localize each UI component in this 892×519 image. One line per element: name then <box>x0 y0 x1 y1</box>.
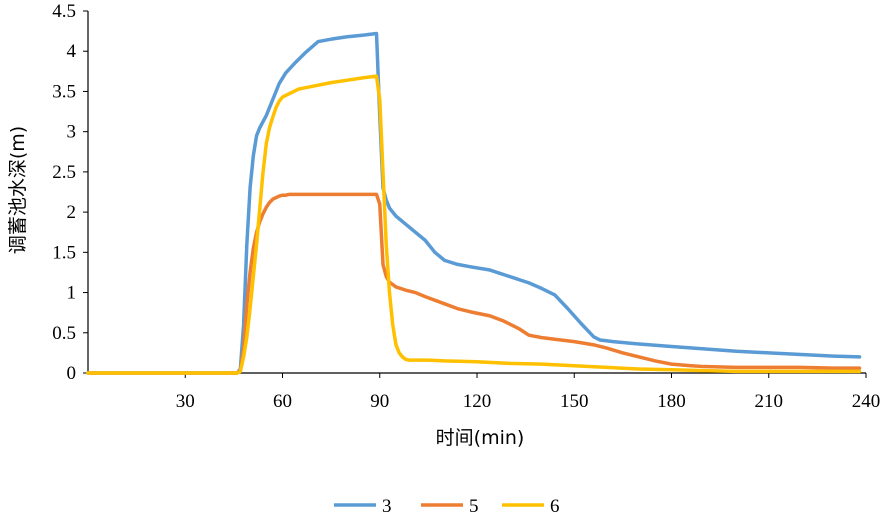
y-tick-label: 1.5 <box>52 242 76 263</box>
y-tick-label: 3 <box>67 122 77 143</box>
legend-label-5: 5 <box>469 496 479 517</box>
x-tick-label: 240 <box>852 391 881 412</box>
x-tick-label: 210 <box>755 391 784 412</box>
y-tick-label: 0.5 <box>52 323 76 344</box>
x-tick-label: 60 <box>273 391 292 412</box>
legend-label-6: 6 <box>550 496 560 517</box>
series-line-6 <box>86 74 862 375</box>
series-line-5 <box>86 192 862 375</box>
y-tick-label: 1 <box>67 283 77 304</box>
legend: 3 5 6 <box>334 496 560 517</box>
y-tick-labels: 0 0.5 1 1.5 2 2.5 3 3.5 4 4.5 <box>52 1 88 384</box>
axes: 0 0.5 1 1.5 2 2.5 3 3.5 4 4.5 30 60 90 120 150 180 210 2… <box>52 1 880 412</box>
x-tick-labels: 30 60 90 120 150 180 210 240 <box>176 373 881 412</box>
y-axis-title: 调蓄池水深(m) <box>7 126 29 254</box>
x-tick-label: 180 <box>657 391 686 412</box>
legend-label-3: 3 <box>382 496 392 517</box>
x-tick-label: 150 <box>560 391 589 412</box>
x-axis-title: 时间(min) <box>436 427 525 449</box>
y-tick-label: 4.5 <box>52 1 76 22</box>
x-tick-label: 90 <box>370 391 389 412</box>
x-tick-label: 120 <box>463 391 492 412</box>
series-line-3 <box>86 31 862 375</box>
series-lines <box>86 31 862 375</box>
y-tick-label: 0 <box>67 363 77 384</box>
y-tick-label: 4 <box>67 41 77 62</box>
y-tick-label: 2 <box>67 202 77 223</box>
y-tick-label: 2.5 <box>52 162 76 183</box>
y-tick-label: 3.5 <box>52 81 76 102</box>
x-tick-label: 30 <box>176 391 195 412</box>
